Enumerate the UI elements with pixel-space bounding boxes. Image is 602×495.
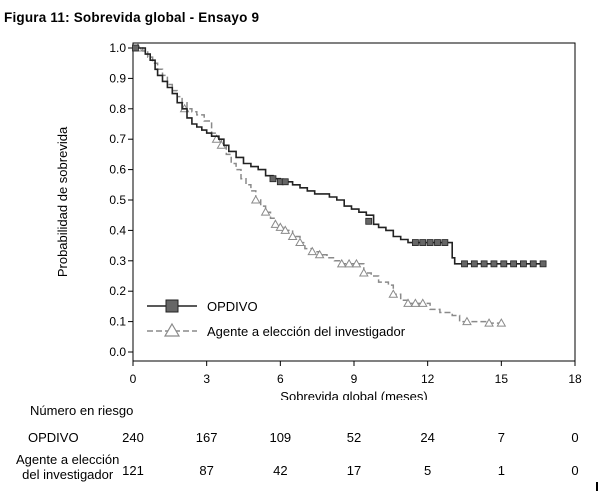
km-marker-square xyxy=(520,260,527,268)
x-tick-label: 3 xyxy=(203,372,210,386)
x-tick-label: 0 xyxy=(130,372,137,386)
km-marker-triangle xyxy=(358,267,369,277)
km-marker-square xyxy=(269,175,277,183)
y-tick-label: 0.0 xyxy=(109,345,126,359)
risk-row-label-agent: Agente a elección del investigador xyxy=(16,452,119,482)
km-marker-triangle xyxy=(295,237,305,247)
km-marker-triangle xyxy=(351,258,362,268)
legend-label: Agente a elección del investigador xyxy=(207,324,406,339)
km-marker-triangle xyxy=(344,258,354,268)
series-layer xyxy=(132,42,547,327)
km-marker-square xyxy=(539,260,547,268)
y-tick-label: 0.5 xyxy=(109,193,126,207)
risk-row-label-opdivo: OPDIVO xyxy=(28,430,79,445)
km-marker-triangle xyxy=(287,231,298,240)
risk-row-label-agent-line2: del investigador xyxy=(22,467,114,482)
km-marker-square xyxy=(434,239,441,246)
risk-row-label-agent-line1: Agente a elección xyxy=(16,452,120,467)
km-marker-square xyxy=(132,44,139,52)
risk-count: 167 xyxy=(195,430,218,445)
edge-mark xyxy=(596,482,598,491)
y-tick-label: 0.6 xyxy=(109,163,126,177)
km-marker-triangle xyxy=(462,316,472,326)
plot-frame xyxy=(132,42,576,362)
y-axis-title: Probabilidad de sobrevida xyxy=(55,126,70,277)
risk-count: 42 xyxy=(273,463,288,478)
km-marker-square xyxy=(500,260,508,268)
km-marker-square xyxy=(419,239,427,246)
y-tick-label: 0.9 xyxy=(109,71,126,85)
risk-count: 52 xyxy=(346,430,362,445)
y-tick-label: 0.3 xyxy=(109,254,126,268)
x-tick-label: 18 xyxy=(568,372,582,386)
x-tick-label: 15 xyxy=(495,372,509,386)
risk-table-header: Número en riesgo xyxy=(30,403,134,418)
legend-label: OPDIVO xyxy=(207,299,258,314)
x-tick-label: 9 xyxy=(351,372,358,386)
km-marker-triangle xyxy=(484,318,494,327)
y-tick-label: 0.1 xyxy=(109,315,126,329)
risk-count: 109 xyxy=(269,430,292,445)
risk-count: 24 xyxy=(420,430,435,445)
km-marker-square xyxy=(510,260,518,268)
risk-count: 0 xyxy=(571,463,579,478)
risk-count: 240 xyxy=(122,430,144,445)
km-marker-square xyxy=(480,260,488,268)
km-marker-triangle xyxy=(270,219,281,228)
risk-count: 87 xyxy=(199,463,214,478)
risk-count: 17 xyxy=(346,463,362,478)
legend-marker-square xyxy=(165,299,179,313)
km-marker-triangle xyxy=(260,207,271,216)
chart-axes: 0.0 0.1 0.2 0.3 0.4 0.5 0.6 0.7 0.8 0.9 1.0 0 3 6 9 12 1… xyxy=(109,41,582,386)
x-tick-label: 12 xyxy=(421,372,435,386)
km-marker-triangle xyxy=(250,194,261,204)
km-marker-triangle xyxy=(307,246,318,256)
km-marker-square xyxy=(470,260,478,268)
risk-count: 0 xyxy=(571,430,579,445)
km-marker-triangle xyxy=(388,289,399,298)
figure-title: Figura 11: Sobrevida global - Ensayo 9 xyxy=(4,10,260,25)
legend: OPDIVO Agente a elección del investigador xyxy=(147,299,406,339)
km-marker-triangle xyxy=(403,298,413,307)
series-line xyxy=(133,47,544,265)
km-marker-triangle xyxy=(280,225,291,234)
risk-count: 121 xyxy=(122,463,144,478)
risk-count: 7 xyxy=(497,430,505,445)
y-tick-label: 0.4 xyxy=(109,223,126,237)
km-marker-square xyxy=(365,217,373,225)
risk-count: 5 xyxy=(424,463,432,478)
km-marker-square xyxy=(461,260,468,268)
km-marker-square xyxy=(490,260,498,268)
risk-count: 1 xyxy=(497,463,505,478)
km-marker-triangle xyxy=(336,258,347,268)
x-axis-title: Sobrevida global (meses) xyxy=(280,389,427,400)
y-tick-label: 1.0 xyxy=(109,41,126,55)
series-line xyxy=(133,47,502,324)
km-marker-square xyxy=(281,178,289,186)
y-tick-label: 0.8 xyxy=(109,102,126,116)
series-agent xyxy=(133,42,507,327)
km-marker-triangle xyxy=(275,222,286,231)
survival-chart: 0.0 0.1 0.2 0.3 0.4 0.5 0.6 0.7 0.8 0.9 1.0 0 3 6 9 12 1… xyxy=(55,41,582,400)
km-marker-square xyxy=(529,260,537,268)
km-marker-triangle xyxy=(410,298,421,307)
series-opdivo xyxy=(132,44,547,268)
legend-marker-triangle xyxy=(163,322,181,337)
km-marker-square xyxy=(411,239,419,246)
km-marker-triangle xyxy=(314,249,325,259)
y-tick-label: 0.2 xyxy=(109,284,126,298)
km-marker-square xyxy=(426,239,434,246)
x-tick-label: 6 xyxy=(277,372,284,386)
km-marker-triangle xyxy=(417,298,428,307)
y-tick-label: 0.7 xyxy=(109,132,126,146)
km-marker-triangle xyxy=(496,318,507,327)
km-marker-square xyxy=(441,239,449,246)
